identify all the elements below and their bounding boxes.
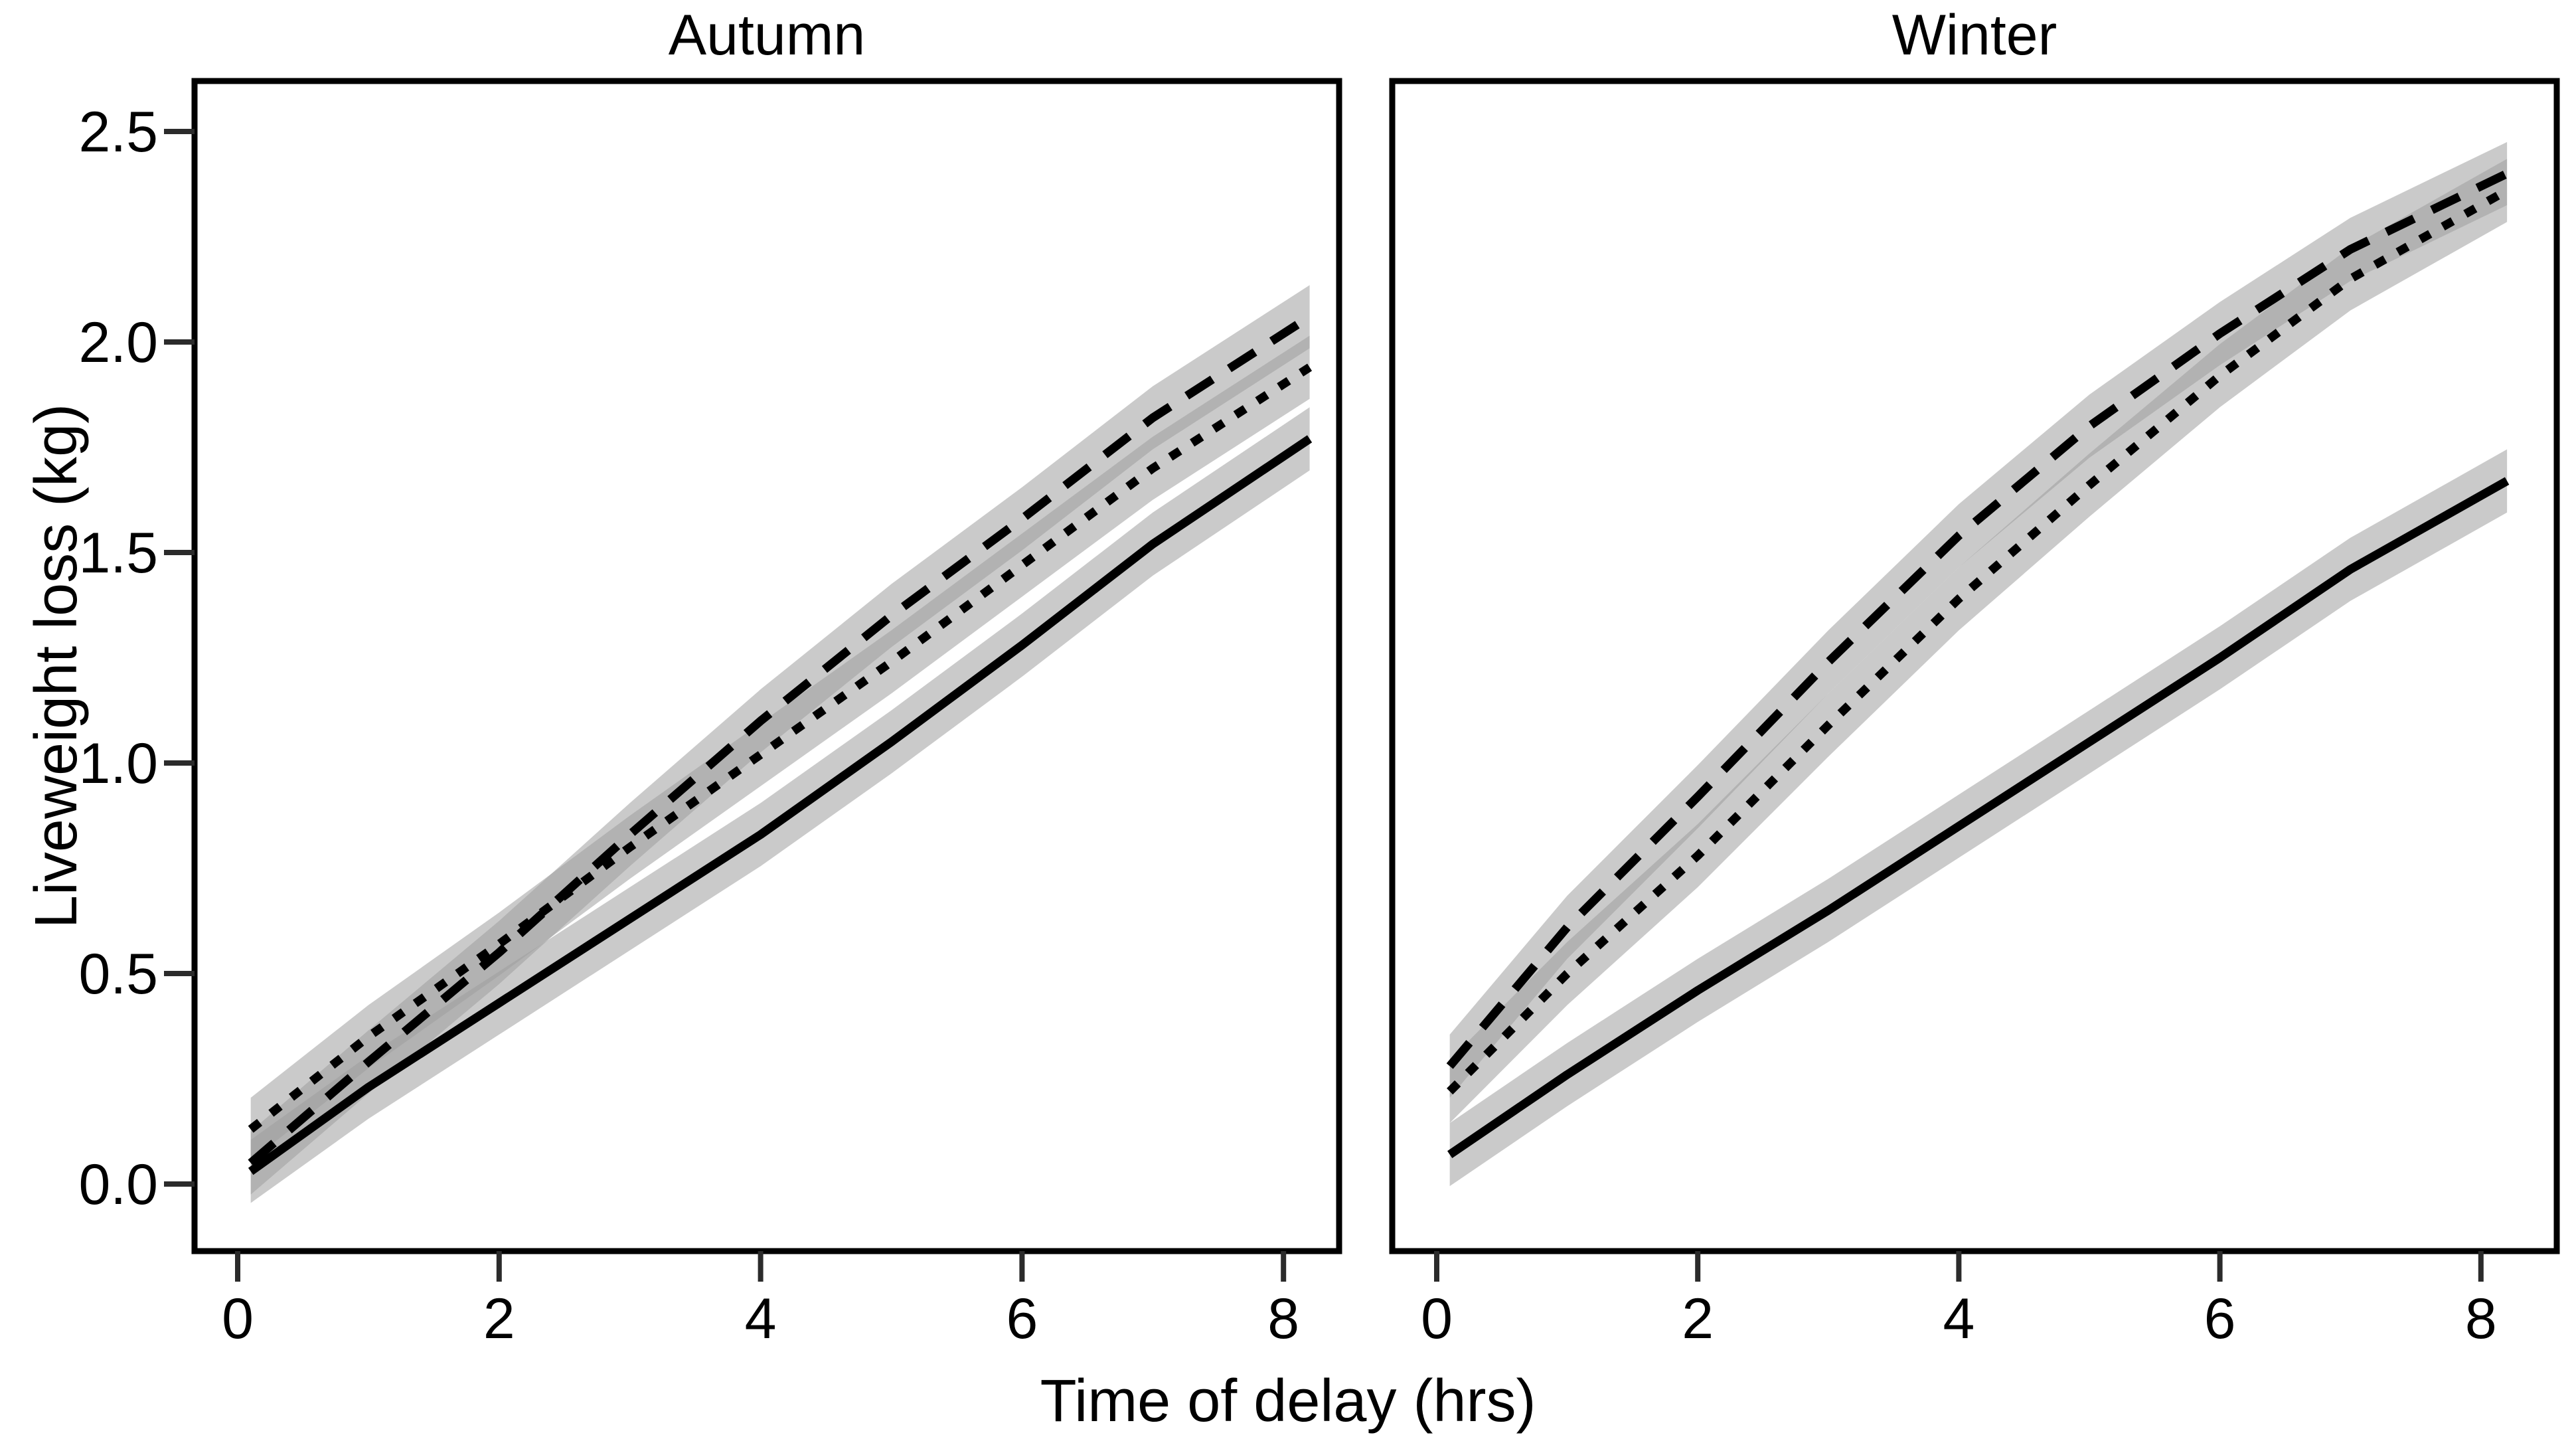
x-tick-label: 2 (1682, 1287, 1714, 1351)
chart-root: 0 2 4 6 8 0 2 4 6 8 0.0 0.5 1.0 1.5 2.0 2.5 (78, 78, 2560, 1351)
y-tick-label: 2.0 (78, 311, 158, 375)
dashed-line (248, 313, 1313, 1167)
y-tick-label: 1.5 (78, 521, 158, 585)
x-tick-label: 4 (1943, 1287, 1974, 1351)
solid-line (1447, 477, 2510, 1158)
facet-title-winter: Winter (1892, 3, 2057, 67)
y-axis-label: Liveweight loss (kg) (23, 404, 90, 928)
ci-ribbon-dotted (250, 335, 1310, 1161)
panel-border-autumn (191, 78, 1342, 1254)
dotted-line (248, 363, 1313, 1133)
facet-title-autumn: Autumn (669, 3, 865, 67)
x-tick-label: 6 (2204, 1287, 2236, 1351)
ci-ribbon-dashed (250, 285, 1310, 1195)
x-tick-label: 8 (1267, 1287, 1299, 1351)
dashed-line (1446, 169, 2509, 1069)
ci-ribbon-dotted (1449, 159, 2508, 1124)
ci-ribbon-solid (250, 407, 1310, 1203)
x-tick-label: 6 (1006, 1287, 1038, 1351)
x-tick-label: 0 (1421, 1287, 1453, 1351)
x-tick-label: 4 (745, 1287, 777, 1351)
y-tick-label: 2.5 (78, 100, 158, 164)
x-tick-label: 0 (222, 1287, 254, 1351)
dotted-line (1447, 187, 2510, 1095)
y-tick-label: 0.5 (78, 942, 158, 1006)
y-tick-label: 0.0 (78, 1153, 158, 1217)
x-axis-label: Time of delay (hrs) (1040, 1368, 1536, 1434)
solid-line (248, 435, 1313, 1175)
panel-border-winter (1389, 78, 2560, 1254)
y-tick-label: 1.0 (78, 732, 158, 796)
x-tick-label: 2 (483, 1287, 515, 1351)
x-tick-label: 8 (2465, 1287, 2497, 1351)
